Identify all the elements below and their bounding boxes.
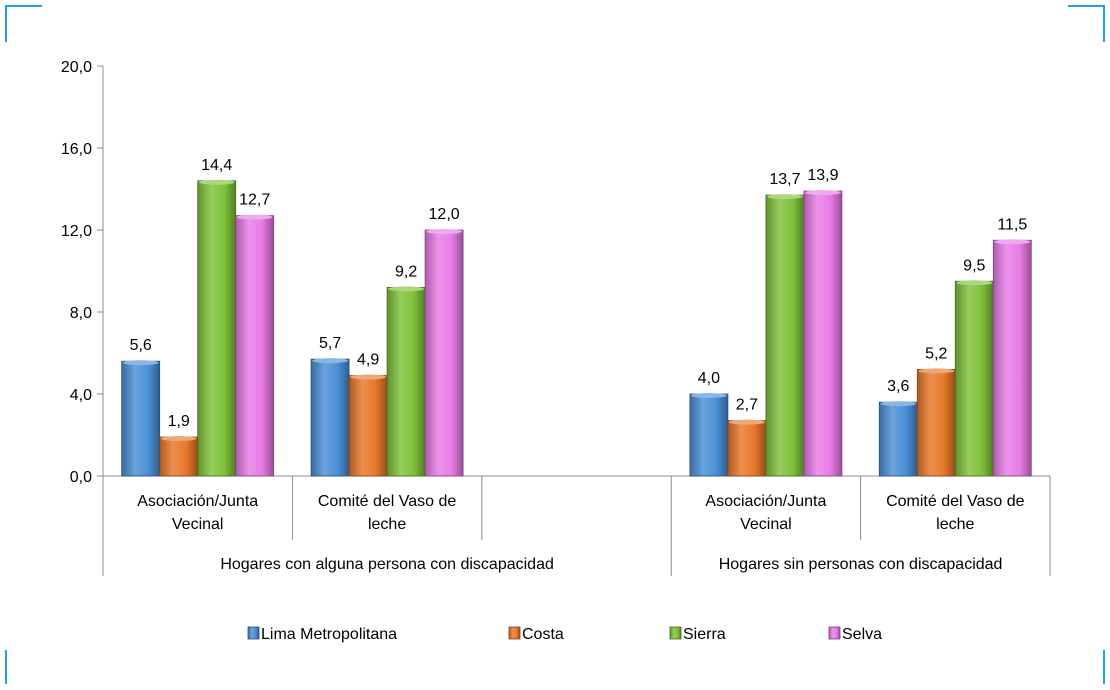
data-label: 4,9	[357, 352, 379, 369]
bar-costa	[159, 436, 199, 477]
bar-cap	[160, 436, 197, 442]
data-label: 13,9	[807, 167, 838, 184]
bar-cap	[350, 374, 387, 380]
legend-swatch	[508, 626, 521, 640]
bar-cap	[690, 393, 727, 398]
y-tick-label: 8,0	[70, 305, 92, 322]
y-tick-label: 12,0	[61, 223, 92, 240]
bar-cap	[236, 214, 273, 220]
legend-label: Costa	[522, 626, 564, 643]
legend-label: Selva	[842, 626, 882, 643]
bar-costa	[348, 375, 388, 477]
bar-lima-metropolitana	[310, 358, 350, 477]
bar-cap	[956, 280, 993, 286]
legend-swatch	[247, 626, 260, 640]
category-label: Comité del Vaso de	[886, 493, 1025, 510]
category-label: Vecinal	[172, 516, 224, 533]
data-label: 5,6	[130, 337, 152, 354]
category-label: leche	[936, 516, 974, 533]
bar-lima-metropolitana	[121, 360, 161, 477]
bar-sierra	[197, 180, 237, 477]
legend-label: Sierra	[683, 626, 726, 643]
bar-sierra	[954, 280, 994, 477]
category-label: Asociación/Junta	[137, 493, 258, 510]
frame-corner	[5, 5, 42, 42]
data-label: 11,5	[997, 216, 1027, 233]
group-label: Hogares con alguna persona con discapaci…	[220, 556, 554, 573]
y-tick-label: 0,0	[70, 469, 92, 486]
bar-cap	[994, 239, 1031, 245]
data-label: 1,9	[168, 413, 190, 430]
bar-cap	[880, 401, 917, 407]
category-label: Vecinal	[740, 516, 792, 533]
bar-cap	[312, 358, 349, 364]
bar-cap	[426, 229, 463, 234]
category-label: Asociación/Junta	[705, 493, 826, 510]
bar-selva	[235, 215, 275, 477]
y-tick-label: 16,0	[61, 141, 92, 158]
bar-selva	[424, 229, 464, 477]
bar-cap	[918, 368, 955, 374]
bar-lima-metropolitana	[878, 401, 918, 477]
bar-cap	[122, 360, 159, 366]
data-label: 2,7	[736, 397, 758, 414]
bar-sierra	[765, 194, 805, 477]
data-label: 9,5	[963, 257, 985, 274]
bar-lima-metropolitana	[689, 393, 729, 477]
bar-cap	[198, 179, 235, 185]
data-label: 14,4	[201, 157, 232, 174]
data-label: 9,2	[395, 263, 417, 280]
group-label: Hogares sin personas con discapacidad	[719, 556, 1003, 573]
bar-costa	[727, 420, 767, 477]
frame-corner	[1068, 5, 1105, 42]
category-label: Comité del Vaso de	[318, 493, 457, 510]
legend-swatch	[669, 626, 682, 640]
bar-cap	[388, 286, 425, 292]
data-label: 5,7	[319, 335, 341, 352]
data-label: 12,7	[239, 192, 270, 209]
data-label: 13,7	[769, 171, 800, 188]
legend-swatch	[828, 626, 841, 640]
bar-cap	[728, 419, 765, 425]
data-label: 5,2	[925, 345, 947, 362]
bar-sierra	[386, 286, 426, 477]
bar-selva	[992, 239, 1032, 477]
y-tick-label: 20,0	[61, 59, 92, 76]
category-label: leche	[368, 516, 406, 533]
data-label: 12,0	[429, 206, 460, 223]
legend-label: Lima Metropolitana	[261, 626, 397, 643]
bar-selva	[803, 190, 843, 477]
bar-cap	[766, 194, 803, 200]
bar-costa	[916, 368, 956, 477]
bar-cap	[804, 190, 841, 196]
y-tick-label: 4,0	[70, 387, 92, 404]
data-label: 4,0	[698, 370, 720, 387]
data-label: 3,6	[887, 378, 909, 395]
